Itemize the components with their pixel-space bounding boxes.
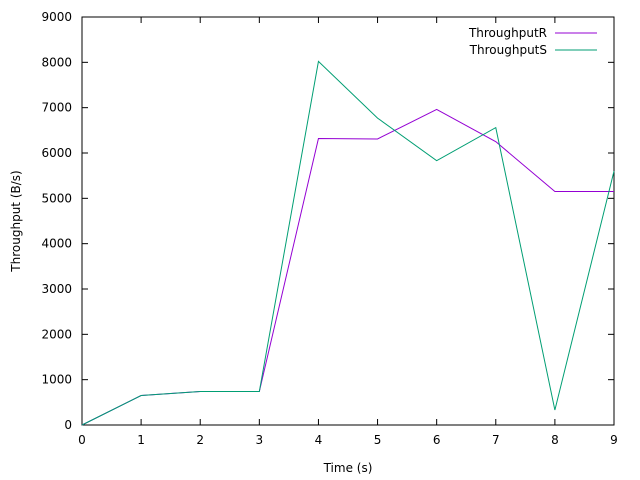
x-tick-label: 0: [78, 433, 86, 447]
y-tick-label: 7000: [41, 101, 72, 115]
y-tick-label: 4000: [41, 237, 72, 251]
y-tick-label: 3000: [41, 282, 72, 296]
x-axis-title: Time (s): [323, 461, 373, 475]
y-axis-title: Throughput (B/s): [9, 170, 23, 272]
legend-label: ThroughputS: [469, 43, 547, 57]
legend-label: ThroughputR: [468, 26, 547, 40]
x-tick-label: 5: [374, 433, 382, 447]
y-tick-label: 6000: [41, 146, 72, 160]
x-tick-label: 1: [137, 433, 145, 447]
x-tick-label: 2: [196, 433, 204, 447]
series-lines: [81, 60, 615, 426]
x-tick-label: 7: [492, 433, 500, 447]
legend: ThroughputR ThroughputS: [468, 26, 597, 57]
x-tick-label: 6: [433, 433, 441, 447]
y-tick-label: 5000: [41, 191, 72, 205]
series-line-ThroughputR: [81, 108, 614, 426]
y-tick-label: 8000: [41, 55, 72, 69]
series-line-ThroughputS: [81, 60, 615, 426]
y-tick-label: 1000: [41, 373, 72, 387]
x-tick-label: 9: [610, 433, 618, 447]
x-tick-label: 8: [551, 433, 559, 447]
x-tick-label: 4: [315, 433, 323, 447]
axis-ticks: [81, 16, 615, 426]
axis-tick-labels: 0 1 2 3 4 5 6 7 8 9 0 1000 2000 3000 4000 5000 6000 7000 8…: [41, 10, 617, 447]
x-tick-label: 3: [256, 433, 264, 447]
y-tick-label: 2000: [41, 327, 72, 341]
y-tick-label: 0: [64, 418, 72, 432]
plot-frame: [81, 16, 615, 426]
y-tick-label: 9000: [41, 10, 72, 24]
